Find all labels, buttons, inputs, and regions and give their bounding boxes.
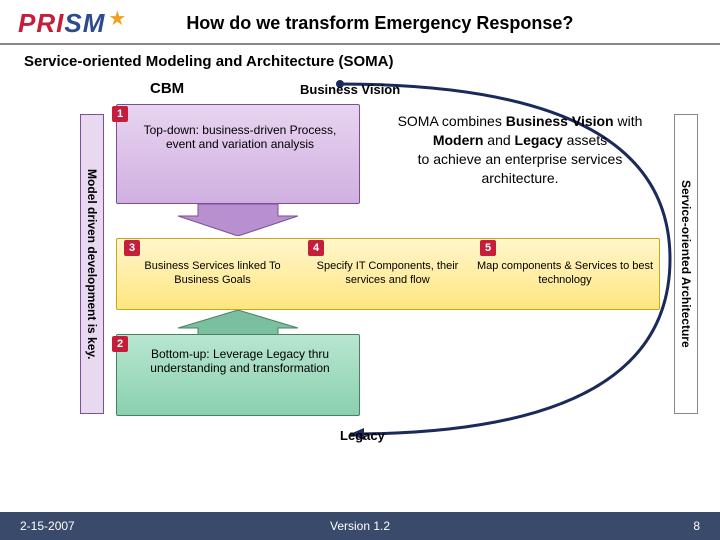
bottom-box: Bottom-up: Leverage Legacy thru understa… <box>116 334 360 416</box>
page-title: How do we transform Emergency Response? <box>186 13 573 34</box>
top-box: Top-down: business-driven Process, event… <box>116 104 360 204</box>
right-vertical-text: Service-oriented Architecture <box>679 180 693 348</box>
footer: 2-15-2007 Version 1.2 8 <box>0 512 720 540</box>
footer-version: Version 1.2 <box>330 519 390 533</box>
badge-2: 2 <box>112 336 128 352</box>
badge-5: 5 <box>480 240 496 256</box>
diagram: CBM Business Vision Legacy Model driven … <box>20 80 700 460</box>
badge-1: 1 <box>112 106 128 122</box>
legacy-label: Legacy <box>340 428 385 443</box>
right-vertical-banner: Service-oriented Architecture <box>674 114 698 414</box>
bottom-box-text: Bottom-up: Leverage Legacy thru understa… <box>135 347 345 375</box>
arrow-down-icon <box>178 204 298 236</box>
header: PRISM ★ How do we transform Emergency Re… <box>0 0 720 43</box>
mid-box: Business Services linked To Business Goa… <box>116 238 660 310</box>
subtitle: Service-oriented Modeling and Architectu… <box>0 53 720 80</box>
footer-date: 2-15-2007 <box>20 519 75 533</box>
logo-star-icon: ★ <box>108 6 126 31</box>
badge-4: 4 <box>308 240 324 256</box>
mid-text-3: Map components & Services to best techno… <box>475 259 655 288</box>
mid-text-2: Specify IT Components, their services an… <box>305 259 470 288</box>
cbm-label: CBM <box>150 80 184 97</box>
left-vertical-text: Model driven development is key. <box>85 169 99 360</box>
business-vision-label: Business Vision <box>300 82 400 97</box>
left-vertical-banner: Model driven development is key. <box>80 114 104 414</box>
logo: PRISM ★ <box>18 8 126 39</box>
logo-text: PRISM <box>18 8 105 39</box>
header-underline <box>0 43 720 45</box>
side-text: SOMA combines Business Vision with Moder… <box>390 112 650 188</box>
badge-3: 3 <box>124 240 140 256</box>
top-box-text: Top-down: business-driven Process, event… <box>135 123 345 151</box>
mid-text-1: Business Services linked To Business Goa… <box>125 259 300 288</box>
footer-page-number: 8 <box>693 519 700 533</box>
